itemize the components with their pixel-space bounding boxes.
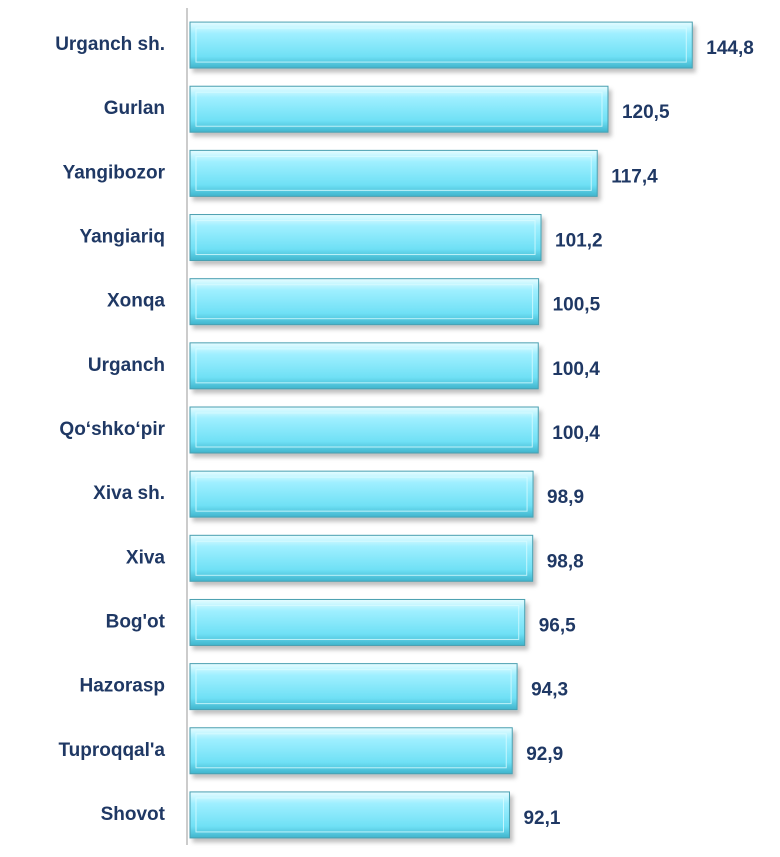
- bar-bevel: [195, 669, 512, 705]
- bar: [189, 470, 534, 518]
- category-label: Shovot: [101, 804, 166, 825]
- bar-bevel: [195, 797, 504, 833]
- bar: [189, 663, 518, 711]
- bar-bevel: [195, 284, 534, 320]
- category-label: Yangiariq: [79, 227, 165, 248]
- category-label: Yangibozor: [63, 162, 166, 183]
- bar: [189, 21, 693, 69]
- value-label: 117,4: [611, 166, 658, 187]
- value-label: 100,5: [553, 295, 601, 316]
- value-label: 92,9: [526, 744, 563, 765]
- bar-bevel: [195, 155, 592, 191]
- value-label: 92,1: [523, 808, 560, 829]
- bar-bevel: [195, 27, 687, 63]
- bar: [189, 791, 510, 839]
- category-label: Xonqa: [107, 291, 165, 312]
- category-label: Hazorasp: [79, 676, 165, 697]
- category-label: Urganch: [88, 355, 165, 376]
- bar-bevel: [195, 476, 528, 512]
- value-label: 100,4: [552, 359, 600, 380]
- value-label: 120,5: [622, 102, 670, 123]
- value-label: 101,2: [555, 231, 603, 252]
- bar-bevel: [195, 91, 603, 127]
- category-label: Gurlan: [104, 98, 165, 119]
- bar: [189, 214, 542, 262]
- bar: [189, 278, 540, 326]
- bar: [189, 85, 609, 133]
- bar-bevel: [195, 412, 533, 448]
- bar: [189, 342, 539, 390]
- value-label: 100,4: [552, 423, 600, 444]
- value-label: 98,8: [547, 551, 584, 572]
- bar: [189, 149, 598, 197]
- bar-bevel: [195, 220, 536, 256]
- category-label: Tuproqqal'a: [58, 740, 165, 761]
- category-label: Xiva sh.: [93, 483, 165, 504]
- bar: [189, 406, 539, 454]
- bar-bevel: [195, 604, 520, 640]
- category-label: Xiva: [126, 547, 166, 568]
- bar-bevel: [195, 733, 507, 769]
- bar-bevel: [195, 540, 528, 576]
- value-label: 94,3: [531, 680, 568, 701]
- category-label: Bog'ot: [106, 611, 166, 632]
- value-label: 98,9: [547, 487, 584, 508]
- category-label: Qo‘shko‘pir: [59, 419, 165, 440]
- value-label: 144,8: [706, 38, 754, 59]
- bar: [189, 727, 513, 775]
- bar: [189, 534, 534, 582]
- bar-bevel: [195, 348, 533, 384]
- bar: [189, 598, 526, 646]
- value-label: 96,5: [539, 615, 576, 636]
- category-label: Urganch sh.: [55, 34, 165, 55]
